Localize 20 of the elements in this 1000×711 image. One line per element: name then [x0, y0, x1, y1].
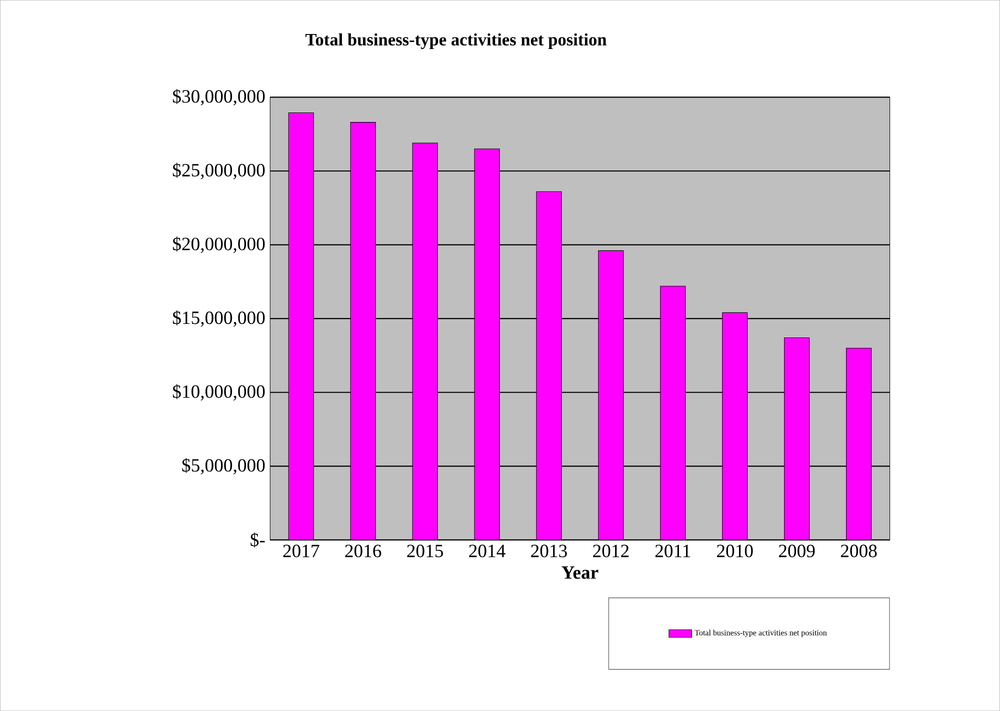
y-tick-label: $10,000,000 — [172, 384, 265, 401]
chart-title: Total business-type activities net position — [306, 33, 607, 50]
y-tick-label: $30,000,000 — [172, 88, 265, 106]
x-tick-label: 2017 — [283, 544, 320, 558]
x-tick-label: 2013 — [531, 544, 567, 558]
y-tick-label: $25,000,000 — [172, 162, 265, 180]
x-tick-label: 2008 — [840, 544, 877, 558]
y-tick-label: $20,000,000 — [172, 236, 265, 253]
x-tick-label: 2010 — [717, 544, 753, 558]
x-axis-title: Year — [562, 566, 598, 579]
y-tick-label: $15,000,000 — [172, 310, 265, 327]
x-tick-label: 2014 — [469, 544, 506, 558]
x-tick-label: 2015 — [407, 544, 443, 558]
x-tick-label: 2012 — [593, 544, 629, 558]
y-tick-label: $- — [250, 532, 265, 548]
x-tick-label: 2011 — [655, 544, 690, 558]
x-tick-label: 2016 — [345, 544, 382, 558]
legend-label: Total business-type activities net position — [694, 630, 827, 637]
y-tick-label: $5,000,000 — [182, 458, 265, 474]
x-tick-label: 2009 — [778, 544, 815, 558]
